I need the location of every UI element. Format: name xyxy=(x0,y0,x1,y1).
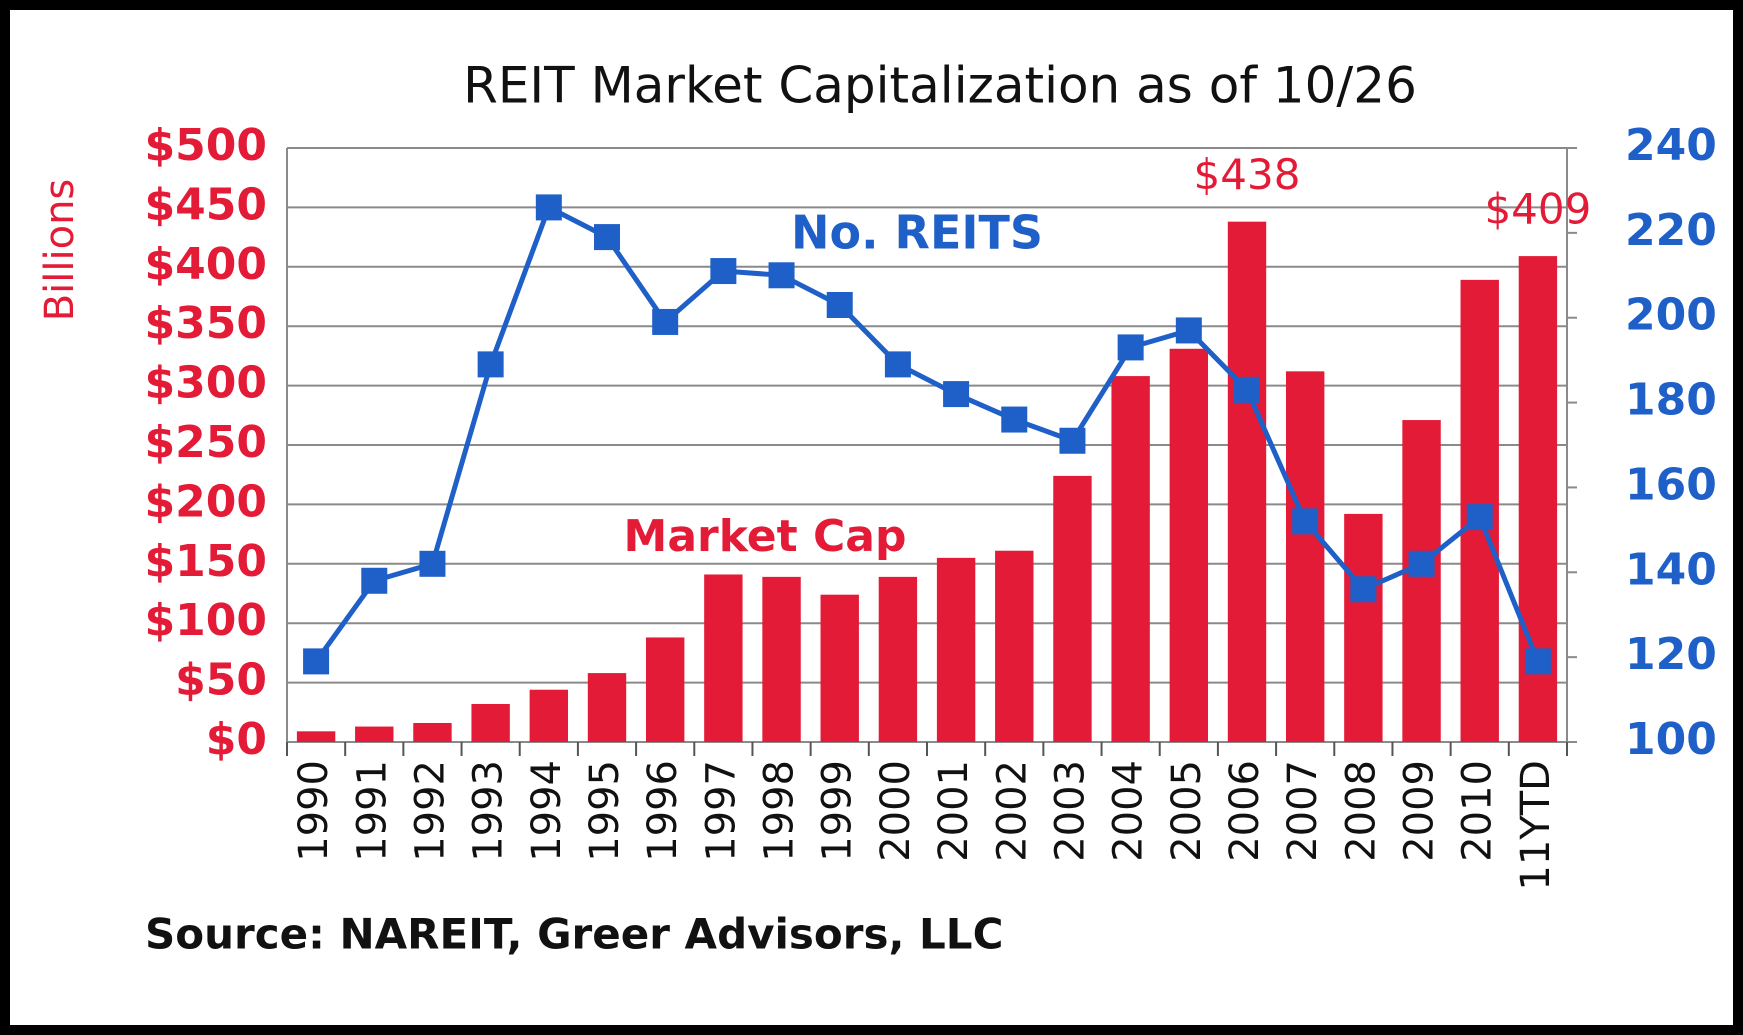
data-label: $409 xyxy=(1484,185,1591,234)
line-marker xyxy=(361,567,388,594)
line-marker xyxy=(1408,550,1435,577)
y-tick-label: $300 xyxy=(145,358,267,409)
line-marker xyxy=(1001,406,1028,433)
line-marker xyxy=(1175,317,1202,344)
line-marker xyxy=(943,381,970,408)
y2-tick-label: 160 xyxy=(1625,459,1717,510)
x-tick-label: 1991 xyxy=(349,760,395,862)
x-tick-label: 2001 xyxy=(931,760,977,862)
x-tick-label: 1992 xyxy=(407,760,453,862)
y2-tick-label: 220 xyxy=(1625,205,1717,256)
bar xyxy=(587,673,627,742)
bar xyxy=(1402,420,1441,742)
bar xyxy=(762,576,801,742)
line-marker xyxy=(477,351,504,378)
y-tick-label: $200 xyxy=(145,476,267,527)
x-tick-label: 1993 xyxy=(466,760,512,862)
x-tick-label: 2003 xyxy=(1047,760,1093,862)
series-label: No. REITS xyxy=(791,206,1043,260)
line-marker xyxy=(826,291,853,318)
bar xyxy=(878,576,918,742)
data-label: $438 xyxy=(1194,150,1301,199)
line-marker xyxy=(884,351,911,378)
x-tick-label: 2010 xyxy=(1455,760,1501,862)
line-marker xyxy=(1292,508,1319,535)
x-tick-label: 1990 xyxy=(291,760,337,862)
bar xyxy=(704,574,743,742)
y-tick-label: $500 xyxy=(145,120,267,171)
y-tick-label: $150 xyxy=(145,536,267,587)
x-tick-label: 1995 xyxy=(582,760,628,862)
y2-tick-label: 180 xyxy=(1625,375,1717,426)
line-marker xyxy=(1350,576,1377,603)
y2-tick-label: 200 xyxy=(1625,290,1717,341)
bar xyxy=(1053,475,1092,742)
bar xyxy=(1344,513,1383,742)
line-marker xyxy=(710,258,737,285)
bar xyxy=(529,689,569,742)
line-marker xyxy=(419,550,446,577)
x-tick-label: 2000 xyxy=(873,760,919,862)
bar xyxy=(413,722,452,742)
y-tick-label: $0 xyxy=(206,714,267,765)
y2-tick-label: 140 xyxy=(1625,544,1717,595)
bar xyxy=(1169,348,1209,742)
y-tick-label: $50 xyxy=(175,655,267,706)
series-label: Market Cap xyxy=(624,511,907,562)
source-note: Source: NAREIT, Greer Advisors, LLC xyxy=(145,910,1003,959)
bar xyxy=(936,557,976,742)
bar xyxy=(471,703,510,742)
y-tick-label: $400 xyxy=(145,239,267,290)
x-tick-label: 2006 xyxy=(1222,760,1268,862)
x-tick-label: 1997 xyxy=(698,760,744,862)
y-tick-label: $350 xyxy=(145,298,267,349)
bar xyxy=(1227,221,1267,742)
x-tick-label: 11YTD xyxy=(1513,760,1559,891)
x-tick-label: 2009 xyxy=(1397,760,1443,862)
x-tick-label: 2008 xyxy=(1338,760,1384,862)
y-tick-label: $450 xyxy=(145,179,267,230)
line-marker xyxy=(303,648,330,675)
x-tick-label: 2004 xyxy=(1106,760,1152,862)
line-series xyxy=(314,203,1541,663)
line-marker xyxy=(594,224,620,251)
line-marker xyxy=(1524,648,1551,675)
x-tick-label: 1999 xyxy=(815,760,861,862)
bar xyxy=(355,726,394,742)
line-marker xyxy=(652,308,679,335)
x-tick-label: 1996 xyxy=(640,760,686,862)
y2-tick-label: 100 xyxy=(1625,714,1717,765)
chart-title: REIT Market Capitalization as of 10/26 xyxy=(463,57,1417,115)
bar xyxy=(1285,371,1325,742)
y-axis-label: Billions xyxy=(37,179,83,322)
line-marker xyxy=(1466,504,1493,531)
line-marker xyxy=(1117,334,1144,361)
line-marker xyxy=(535,194,562,221)
line-marker xyxy=(1234,376,1260,403)
x-tick-label: 2002 xyxy=(989,760,1035,862)
bar xyxy=(1111,376,1150,742)
line-marker xyxy=(1059,427,1086,454)
bar xyxy=(820,594,859,742)
y-tick-label: $250 xyxy=(145,417,267,468)
y-tick-label: $100 xyxy=(145,595,267,646)
x-tick-label: 2005 xyxy=(1164,760,1210,862)
y2-tick-label: 240 xyxy=(1625,120,1717,171)
y2-tick-label: 120 xyxy=(1625,629,1717,680)
x-tick-label: 1994 xyxy=(524,760,570,862)
bar xyxy=(296,731,336,742)
bar xyxy=(645,637,685,742)
line-marker xyxy=(768,262,795,289)
x-tick-label: 2007 xyxy=(1280,760,1326,862)
bar xyxy=(995,550,1034,742)
x-tick-label: 1998 xyxy=(757,760,803,862)
